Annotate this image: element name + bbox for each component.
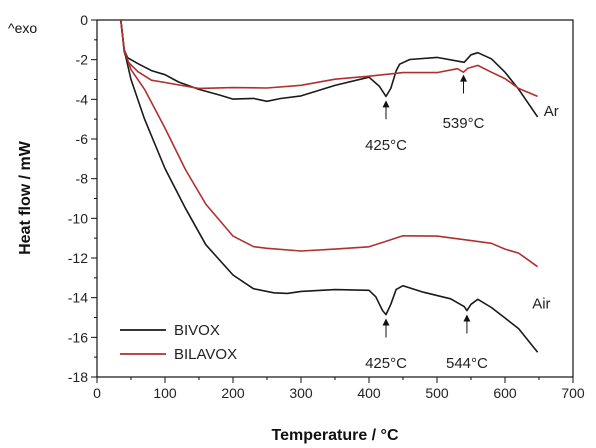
x-tick-label: 400 [357, 385, 381, 401]
annotations: 425°C 539°C 425°C 544°C Ar Air [365, 74, 559, 372]
arrow-head [382, 318, 390, 326]
y-axis-title: Heat flow / mW [17, 140, 34, 255]
plot-area [96, 19, 574, 378]
x-tick-label: 100 [153, 385, 177, 401]
arrow-head [460, 74, 468, 82]
legend-label: BIVOX [174, 322, 220, 339]
x-tick-label: 0 [93, 385, 101, 401]
x-axis-title: Temperature / °C [271, 427, 398, 444]
legend-label: BILAVOX [174, 346, 237, 363]
x-axis: 0 100 200 300 400 500 600 700 [93, 377, 585, 401]
y-tick-label: -4 [76, 91, 89, 107]
atmosphere-label: Air [532, 296, 550, 313]
y-tick-label: -8 [76, 171, 89, 187]
arrow-head [463, 314, 471, 322]
x-tick-label: 200 [221, 385, 245, 401]
series-line-bivox-0 [120, 19, 539, 118]
x-tick-label: 500 [425, 385, 449, 401]
arrow-head [382, 100, 390, 108]
annotation-label: 425°C [365, 137, 407, 154]
x-tick-label: 300 [289, 385, 313, 401]
annotation-label: 425°C [365, 355, 407, 372]
atmosphere-label: Ar [544, 103, 559, 120]
y-tick-label: -14 [68, 290, 88, 306]
series-layer [120, 19, 539, 353]
corner-label: ^exo [8, 20, 37, 36]
annotation-label: 544°C [446, 355, 488, 372]
y-axis: 0 -2 -4 -6 -8 -10 -12 -14 -16 -18 [68, 12, 97, 385]
y-tick-label: -12 [68, 250, 88, 266]
y-tick-label: -10 [68, 210, 88, 226]
plot-frame [96, 19, 574, 378]
x-tick-label: 600 [493, 385, 517, 401]
series-line-bilavox-1 [120, 19, 538, 98]
series-line-bilavox-3 [120, 19, 539, 268]
y-tick-label: -2 [76, 52, 89, 68]
y-tick-label: 0 [80, 12, 88, 28]
annotation-label: 539°C [443, 115, 485, 132]
legend: BIVOX BILAVOX [120, 322, 237, 363]
y-tick-label: -18 [68, 369, 88, 385]
y-tick-label: -6 [76, 131, 89, 147]
series-line-bivox-2 [120, 19, 539, 353]
y-tick-label: -16 [68, 329, 88, 345]
x-tick-label: 700 [561, 385, 585, 401]
